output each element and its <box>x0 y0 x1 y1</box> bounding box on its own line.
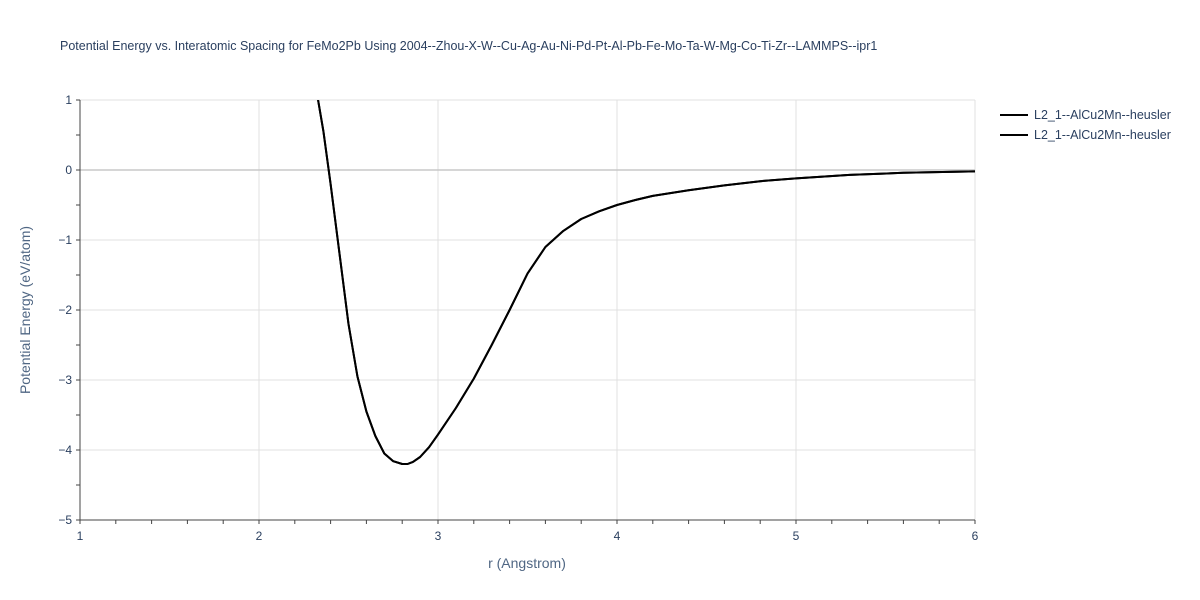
x-tick-label: 4 <box>614 529 621 543</box>
y-tick-label: −4 <box>58 443 72 457</box>
x-tick-label: 1 <box>77 529 84 543</box>
x-tick-label: 5 <box>793 529 800 543</box>
grid <box>79 99 976 521</box>
series-line-1 <box>317 100 975 465</box>
legend-label: L2_1--AlCu2Mn--heusler <box>1034 128 1171 142</box>
x-tick-label: 3 <box>435 529 442 543</box>
y-axis-ticks: 1 0 −1 −2 −3 −4 −5 <box>58 93 72 527</box>
chart-title: Potential Energy vs. Interatomic Spacing… <box>60 39 877 53</box>
y-tick-label: −3 <box>58 373 72 387</box>
y-tick-label: 1 <box>65 93 72 107</box>
x-tick-label: 2 <box>256 529 263 543</box>
legend-item-1[interactable]: L2_1--AlCu2Mn--heusler <box>1000 108 1171 122</box>
y-tick-label: −2 <box>58 303 72 317</box>
x-axis-label: r (Angstrom) <box>488 555 566 571</box>
series-line-2 <box>317 100 975 465</box>
plot-area <box>317 100 975 465</box>
legend-label: L2_1--AlCu2Mn--heusler <box>1034 108 1171 122</box>
y-tick-label: −5 <box>58 513 72 527</box>
y-tick-label: 0 <box>65 163 72 177</box>
y-axis-label: Potential Energy (eV/atom) <box>17 226 33 394</box>
y-tick-label: −1 <box>58 233 72 247</box>
x-axis-ticks: 1 2 3 4 5 6 <box>77 529 979 543</box>
legend-item-2[interactable]: L2_1--AlCu2Mn--heusler <box>1000 128 1171 142</box>
axes <box>76 99 976 524</box>
x-tick-label: 6 <box>972 529 979 543</box>
legend[interactable]: L2_1--AlCu2Mn--heusler L2_1--AlCu2Mn--heu… <box>1000 108 1171 142</box>
